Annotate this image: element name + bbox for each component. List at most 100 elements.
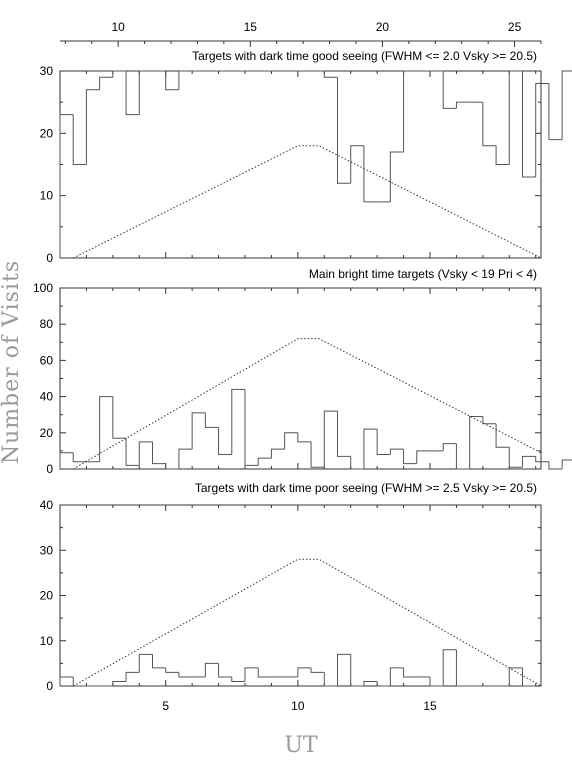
histogram-bin: [178, 672, 193, 678]
y-tick-label: 10: [40, 189, 54, 203]
bottom-ut-axis: 5 10 15: [162, 699, 437, 713]
histogram-bin: [72, 114, 87, 165]
histogram-bin: [363, 428, 378, 469]
histogram-bin: [535, 456, 549, 463]
histogram-bin: [284, 432, 298, 450]
y-tick-label: 20: [40, 126, 54, 140]
histogram-bin: [363, 145, 378, 203]
histogram-bin: [204, 412, 219, 428]
bottom-axis-tick-label: 10: [291, 699, 305, 713]
y-tick-label: 30: [40, 543, 54, 557]
histogram-bin: [218, 663, 232, 678]
histogram-bin: [403, 667, 417, 678]
histogram-bin: [455, 649, 470, 687]
histogram: [59, 70, 572, 258]
histogram-bin: [508, 70, 523, 165]
histogram-bin: [138, 441, 153, 466]
histogram-bin: [59, 114, 74, 258]
y-tick-label: 20: [40, 426, 54, 440]
histogram-bin: [178, 70, 193, 90]
availability-envelope: [72, 338, 542, 470]
panel-2: Main bright time targets (Vsky < 19 Pri …: [33, 267, 572, 476]
histogram-bin: [165, 463, 179, 470]
histogram-bin: [152, 654, 166, 669]
y-tick-label: 100: [33, 281, 53, 295]
histogram-bin: [548, 83, 563, 141]
histogram-bin: [138, 70, 153, 115]
top-axis-tick-label: 25: [508, 20, 522, 34]
panel-title: Main bright time targets (Vsky < 19 Pri …: [309, 267, 537, 281]
histogram-bin: [112, 680, 127, 686]
histogram-bin: [442, 443, 457, 451]
histogram-bin: [125, 671, 140, 682]
availability-envelope: [72, 558, 542, 687]
panels: Targets with dark time good seeing (FWHM…: [33, 49, 572, 693]
y-tick-label: 40: [40, 390, 54, 404]
top-ut-axis: 10 15 20 25: [60, 20, 542, 47]
histogram-bin: [442, 649, 457, 686]
panel-frame: [59, 504, 542, 687]
histogram-bin: [376, 681, 391, 687]
histogram-bin: [337, 411, 351, 457]
histogram-bin: [191, 412, 206, 450]
histogram-bin: [165, 667, 179, 673]
histogram-bin: [178, 448, 193, 469]
histogram-bin: [323, 410, 338, 468]
histogram-bin: [442, 71, 457, 109]
histogram: [59, 388, 572, 470]
histogram-bin: [350, 654, 364, 687]
histogram-bin: [416, 450, 430, 464]
y-tick-label: 20: [40, 589, 54, 603]
histogram-bin: [59, 676, 74, 686]
panel-frame: [59, 70, 542, 259]
histogram-bin: [403, 449, 417, 465]
histogram-bin: [85, 89, 100, 165]
histogram-bin: [125, 71, 140, 116]
histogram-bin: [310, 441, 325, 468]
histogram-bin: [310, 667, 325, 673]
histogram-bin: [72, 676, 87, 687]
y-tick-label: 0: [46, 251, 53, 265]
top-axis-tick-label: 20: [376, 20, 390, 34]
panel-title: Targets with dark time poor seeing (FWHM…: [195, 481, 537, 495]
histogram-bin: [323, 672, 338, 687]
y-tick-label: 0: [46, 462, 53, 476]
y-tick-label: 10: [40, 634, 54, 648]
histogram-bin: [270, 448, 285, 459]
histogram-bin: [152, 441, 166, 465]
histogram-bin: [403, 70, 417, 153]
histogram-bin: [522, 455, 536, 468]
histogram-bin: [548, 461, 563, 470]
panel-1: Targets with dark time good seeing (FWHM…: [40, 49, 572, 265]
histogram-bin: [389, 151, 404, 202]
histogram-bin: [72, 452, 87, 463]
histogram-bin: [482, 102, 497, 147]
histogram-bin: [244, 667, 259, 682]
bottom-axis-tick-label: 15: [423, 699, 437, 713]
y-tick-label: 60: [40, 353, 54, 367]
histogram-bin: [389, 448, 404, 455]
histogram-bin: [297, 667, 312, 677]
histogram-bin: [204, 662, 219, 677]
histogram-bin: [138, 653, 153, 673]
histogram-bin: [469, 416, 483, 469]
panel-title: Targets with dark time good seeing (FWHM…: [192, 49, 537, 63]
histogram-bin: [218, 427, 232, 456]
histogram-bin: [337, 77, 351, 184]
y-axis-label: Number of Visits: [0, 260, 24, 464]
bottom-axis-tick-label: 5: [162, 699, 169, 713]
histogram-bin: [112, 396, 127, 439]
histogram-bin: [455, 443, 470, 470]
y-tick-label: 30: [40, 64, 54, 78]
y-tick-label: 40: [40, 498, 54, 512]
histogram-bin: [389, 667, 404, 686]
histogram-bin: [376, 429, 391, 456]
histogram-bin: [125, 438, 140, 466]
histogram-bin: [429, 676, 444, 687]
histogram-bin: [495, 423, 510, 448]
histogram-bin: [231, 388, 245, 455]
histogram-bin: [112, 70, 127, 78]
y-tick-label: 80: [40, 317, 54, 331]
panel-3: Targets with dark time poor seeing (FWHM…: [40, 481, 542, 693]
